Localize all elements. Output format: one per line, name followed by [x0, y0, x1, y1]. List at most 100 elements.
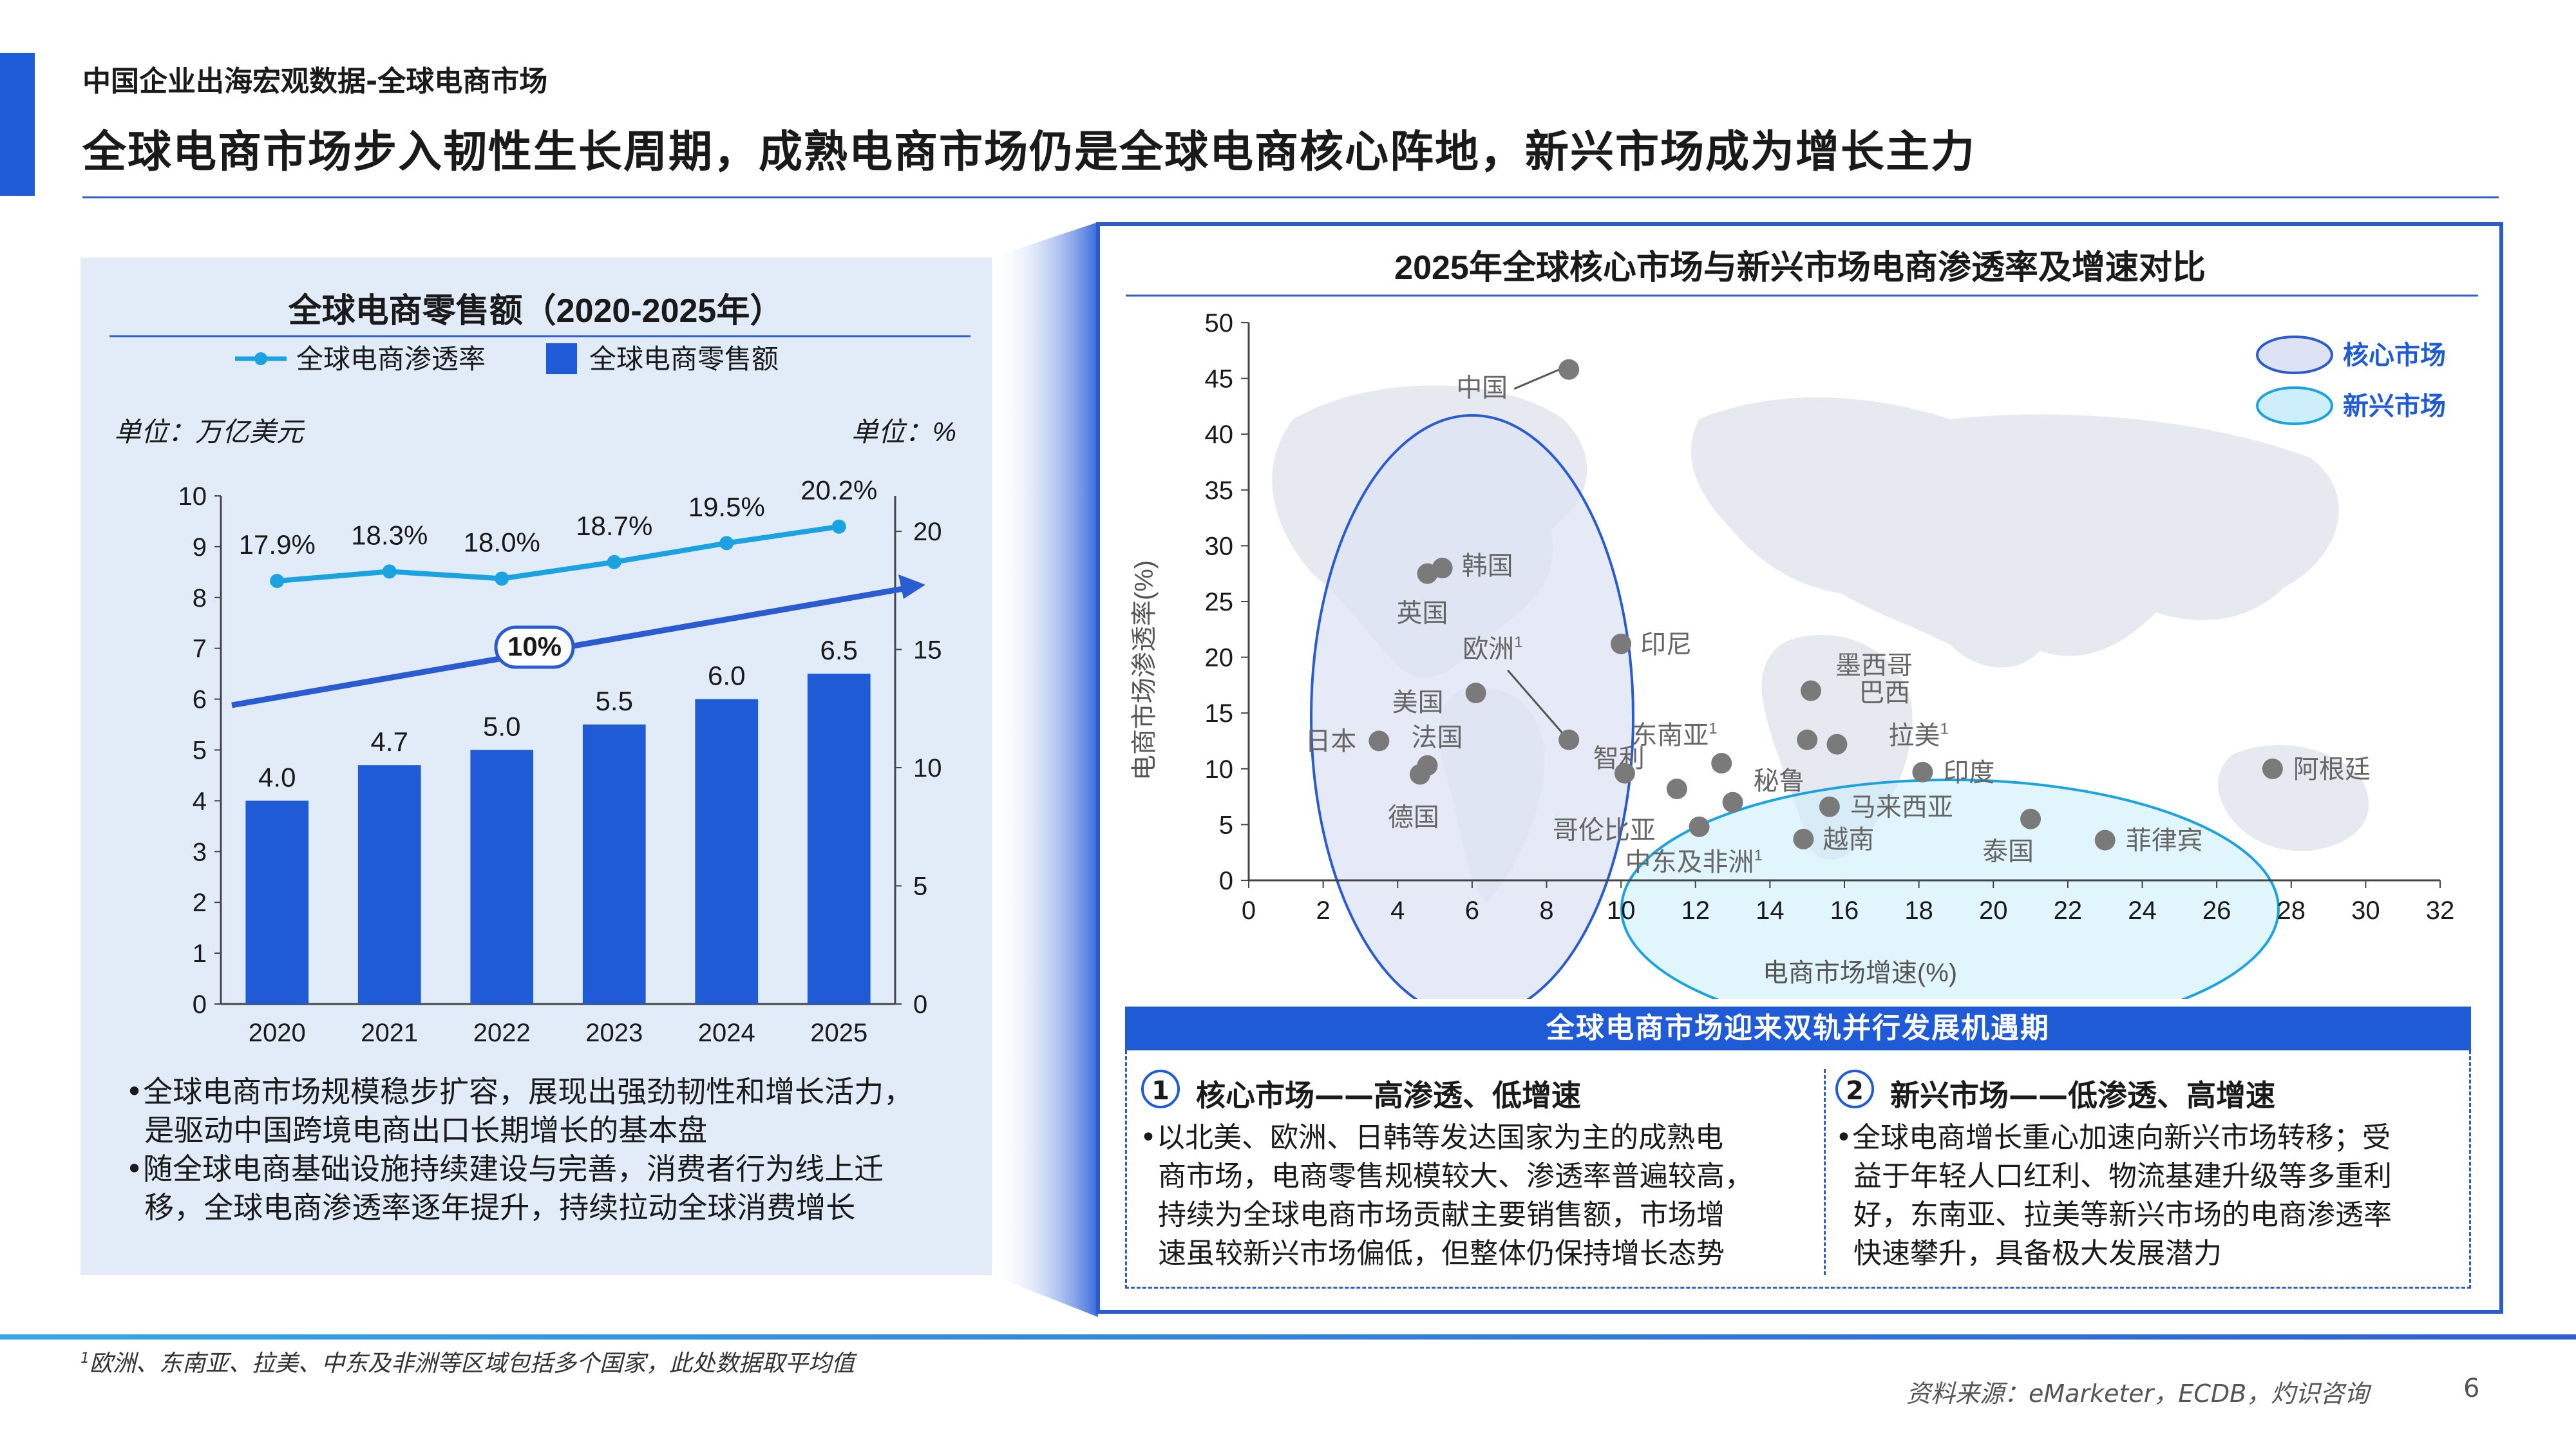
legend-emerging-label: 新兴市场	[2343, 392, 2446, 421]
y-tick-label: 45	[1205, 365, 1234, 393]
point-label: 中东及非洲1	[1625, 847, 1763, 876]
penetration-point	[831, 519, 846, 534]
point-label: 马来西亚	[1850, 793, 1953, 822]
cagr-badge	[494, 625, 575, 669]
x-tick-label: 4	[1390, 896, 1405, 925]
left-legend: 全球电商渗透率 全球电商零售额	[235, 343, 779, 374]
x-tick-label: 0	[1242, 896, 1256, 925]
point-秘鲁	[1722, 791, 1743, 813]
point-印度	[1912, 761, 1933, 782]
point-label: 拉美1	[1888, 721, 1948, 750]
point-label: 越南	[1823, 826, 1874, 854]
point-label-superscript: 1	[1514, 634, 1522, 651]
emerging-heading: 新兴市场——低渗透、高增速	[1890, 1078, 2275, 1113]
emerging-number-badge: 2	[1835, 1070, 1874, 1108]
penetration-point	[382, 564, 397, 579]
penetration-label: 17.9%	[239, 529, 316, 560]
core-number-badge: 1	[1141, 1070, 1180, 1108]
core-heading: 核心市场——高渗透、低增速	[1196, 1078, 1581, 1113]
left-bullet-line: 是驱动中国跨境电商出口长期增长的基本盘	[126, 1113, 708, 1148]
page-number: 6	[2463, 1374, 2480, 1403]
footnote-mark: 1	[80, 1350, 90, 1367]
y-tick-label: 50	[1205, 309, 1234, 337]
y-tick-label: 15	[1205, 699, 1234, 728]
point-拉美	[1826, 734, 1848, 755]
page-title: 全球电商市场步入韧性生长周期，成熟电商市场仍是全球电商核心阵地，新兴市场成为增长…	[82, 127, 1976, 178]
point-label: 法国	[1412, 724, 1463, 752]
x-tick-label: 28	[2277, 896, 2306, 925]
x-tick-label: 2021	[361, 1019, 418, 1047]
y-tick-label: 10	[1205, 755, 1234, 784]
dual-track-divider	[1824, 1069, 1826, 1275]
page-subtitle: 中国企业出海宏观数据-全球电商市场	[82, 65, 548, 98]
bar-value-label: 5.0	[483, 712, 520, 742]
dual-track-title: 全球电商市场迎来双轨并行发展机遇期	[1125, 1007, 2471, 1050]
bar-value-label: 6.5	[820, 635, 858, 665]
accent-bar	[0, 53, 35, 196]
legend-core-swatch	[2256, 336, 2333, 374]
y-right-tick-label: 20	[913, 518, 942, 546]
point-中东及非洲	[1689, 816, 1710, 837]
point-label: 日本	[1305, 728, 1356, 756]
core-text-line: 速虽较新兴市场偏低，但整体仍保持增长态势	[1140, 1237, 1725, 1270]
x-tick-label: 16	[1830, 896, 1859, 925]
core-market-ellipse	[1310, 414, 1634, 999]
cagr-label: 10%	[507, 631, 562, 661]
left-bullets: •全球电商市场规模稳步扩容，展现出强劲韧性和增长活力， 是驱动中国跨境电商出口长…	[126, 1072, 989, 1227]
point-label: 印尼	[1640, 630, 1692, 659]
y-left-tick-label: 10	[178, 482, 207, 511]
leader-line	[1507, 669, 1565, 735]
point-label: 东南亚1	[1631, 720, 1717, 750]
point-label: 阿根廷	[2293, 755, 2371, 784]
point-label: 英国	[1397, 600, 1448, 628]
point-label-superscript: 1	[1709, 720, 1717, 737]
right-legend: 核心市场 新兴市场	[2256, 336, 2446, 425]
point-马来西亚	[1819, 796, 1840, 817]
point-label: 秘鲁	[1754, 767, 1805, 795]
x-tick-label: 10	[1607, 896, 1636, 925]
footnote: 1欧洲、东南亚、拉美、中东及非洲等区域包括多个国家，此处数据取平均值	[80, 1345, 855, 1378]
x-tick-label: 8	[1539, 896, 1553, 925]
point-label-superscript: 1	[1754, 847, 1763, 864]
point-阿根廷	[2262, 758, 2283, 779]
emerging-text: •全球电商增长重心加速向新兴市场转移；受 益于年轻人口红利、物流基建升级等多重利…	[1835, 1119, 2467, 1273]
legend-bar-label: 全球电商零售额	[589, 344, 779, 374]
y-left-tick-label: 2	[193, 889, 207, 917]
footer-rule	[0, 1334, 2576, 1340]
emerging-market-ellipse	[1620, 779, 2280, 999]
legend-core-label: 核心市场	[2343, 341, 2446, 370]
bar-2022	[470, 750, 534, 1004]
penetration-label: 19.5%	[688, 491, 765, 522]
penetration-point	[607, 554, 621, 569]
point-label: 墨西哥	[1835, 652, 1913, 680]
source-note: 资料来源：eMarketer，ECDB，灼识咨询	[1906, 1379, 2369, 1408]
point-印尼	[1611, 633, 1632, 654]
x-tick-label: 2024	[698, 1019, 755, 1047]
point-label: 泰国	[1982, 838, 2034, 866]
emerging-text-line: 好，东南亚、拉美等新兴市场的电商渗透率	[1835, 1198, 2392, 1231]
x-tick-label: 18	[1904, 896, 1933, 925]
point-巴西	[1797, 729, 1818, 750]
x-axis-title: 电商市场增速(%)	[1763, 959, 1957, 987]
bar-2024	[695, 699, 759, 1004]
y-tick-label: 30	[1205, 532, 1234, 560]
penetration-point	[495, 571, 509, 586]
penetration-label: 20.2%	[800, 475, 877, 506]
y-left-tick-label: 3	[193, 838, 207, 866]
y-left-tick-label: 4	[193, 787, 207, 815]
core-text: •以北美、欧洲、日韩等发达国家为主的成熟电 商市场，电商零售规模较大、渗透率普遍…	[1140, 1119, 1819, 1273]
x-tick-label: 2023	[585, 1019, 643, 1047]
x-tick-label: 26	[2202, 896, 2231, 925]
point-德国	[1409, 764, 1430, 785]
point-label: 巴西	[1859, 679, 1910, 707]
emerging-text-line: 快速攀升，具备极大发展潜力	[1835, 1237, 2222, 1270]
y-axis-title: 电商市场渗透率(%)	[1130, 560, 1159, 781]
penetration-label: 18.3%	[351, 520, 428, 550]
y-right-tick-label: 15	[913, 636, 942, 665]
point-中国	[1558, 359, 1580, 380]
core-text-line: 持续为全球电商市场贡献主要销售额，市场增	[1140, 1198, 1725, 1231]
y-left-tick-label: 0	[193, 990, 207, 1019]
left-bullet-line: •随全球电商基础设施持续建设与完善，消费者行为线上迁	[126, 1151, 884, 1186]
point-哥伦比亚	[1614, 762, 1635, 784]
